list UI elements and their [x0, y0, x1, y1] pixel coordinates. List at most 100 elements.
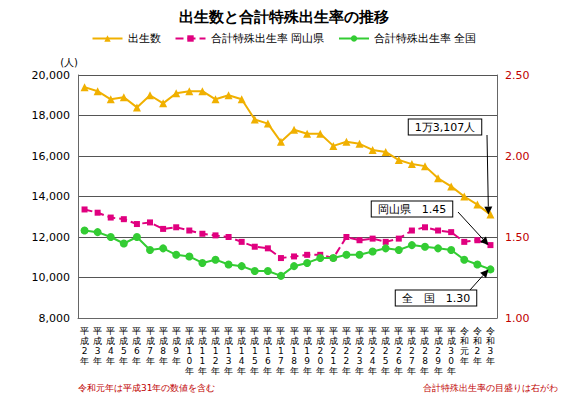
- svg-text:年: 年: [80, 356, 89, 366]
- svg-text:出生数と合計特殊出生率の推移: 出生数と合計特殊出生率の推移: [179, 8, 389, 26]
- svg-text:年: 年: [106, 356, 115, 366]
- svg-text:2: 2: [344, 346, 350, 356]
- svg-text:7: 7: [409, 356, 415, 366]
- svg-text:平: 平: [290, 326, 299, 336]
- svg-text:3: 3: [95, 346, 101, 356]
- svg-text:合計特殊出生率 岡山県: 合計特殊出生率 岡山県: [211, 32, 325, 45]
- svg-text:成: 成: [381, 336, 390, 346]
- svg-text:成: 成: [93, 336, 102, 346]
- svg-text:成: 成: [159, 336, 168, 346]
- svg-text:14,000: 14,000: [32, 190, 71, 203]
- svg-text:成: 成: [342, 336, 351, 346]
- svg-text:2: 2: [357, 346, 363, 356]
- svg-text:平: 平: [250, 326, 259, 336]
- svg-text:年: 年: [407, 366, 416, 376]
- svg-text:平: 平: [407, 326, 416, 336]
- svg-text:16,000: 16,000: [32, 150, 71, 163]
- svg-text:5: 5: [383, 356, 389, 366]
- svg-text:年: 年: [237, 366, 246, 376]
- svg-text:1: 1: [252, 346, 258, 356]
- svg-text:平: 平: [329, 326, 338, 336]
- svg-text:元: 元: [460, 346, 469, 356]
- svg-text:成: 成: [119, 336, 128, 346]
- svg-text:成: 成: [185, 336, 194, 346]
- svg-text:令: 令: [473, 326, 482, 336]
- svg-text:8: 8: [422, 356, 428, 366]
- svg-text:合計特殊出生率の目盛りは右がわ: 合計特殊出生率の目盛りは右がわ: [423, 383, 558, 393]
- svg-text:成: 成: [355, 336, 364, 346]
- svg-text:1: 1: [330, 356, 336, 366]
- svg-text:年: 年: [185, 366, 194, 376]
- svg-text:令: 令: [486, 326, 495, 336]
- svg-text:平: 平: [185, 326, 194, 336]
- svg-text:成: 成: [224, 336, 233, 346]
- svg-text:年: 年: [394, 366, 403, 376]
- svg-text:年: 年: [303, 366, 312, 376]
- svg-text:2: 2: [317, 346, 323, 356]
- svg-text:1万3,107人: 1万3,107人: [415, 121, 476, 134]
- svg-text:0: 0: [186, 356, 192, 366]
- svg-text:2: 2: [409, 346, 415, 356]
- svg-text:年: 年: [146, 356, 155, 366]
- svg-text:平: 平: [342, 326, 351, 336]
- svg-text:年: 年: [460, 356, 469, 366]
- svg-text:平: 平: [434, 326, 443, 336]
- svg-text:1.00: 1.00: [505, 312, 530, 325]
- svg-text:成: 成: [434, 336, 443, 346]
- svg-text:平: 平: [80, 326, 89, 336]
- svg-text:2.50: 2.50: [505, 69, 530, 82]
- svg-text:4: 4: [370, 356, 376, 366]
- svg-text:平: 平: [119, 326, 128, 336]
- svg-text:平: 平: [93, 326, 102, 336]
- svg-text:成: 成: [303, 336, 312, 346]
- svg-text:成: 成: [394, 336, 403, 346]
- svg-text:令: 令: [460, 326, 469, 336]
- svg-text:年: 年: [473, 356, 482, 366]
- svg-text:2: 2: [82, 346, 88, 356]
- svg-text:成: 成: [106, 336, 115, 346]
- svg-text:6: 6: [134, 346, 140, 356]
- svg-text:1: 1: [213, 346, 219, 356]
- svg-text:(人): (人): [60, 57, 78, 68]
- svg-text:成: 成: [447, 336, 456, 346]
- svg-text:成: 成: [146, 336, 155, 346]
- svg-text:5: 5: [252, 356, 258, 366]
- svg-text:年: 年: [355, 366, 364, 376]
- svg-text:平: 平: [420, 326, 429, 336]
- svg-text:成: 成: [172, 336, 181, 346]
- svg-text:1: 1: [304, 346, 310, 356]
- svg-text:年: 年: [172, 356, 181, 366]
- svg-text:平: 平: [263, 326, 272, 336]
- svg-text:1: 1: [226, 346, 232, 356]
- svg-text:7: 7: [147, 346, 153, 356]
- svg-text:岡山県 1.45: 岡山県 1.45: [378, 203, 447, 216]
- svg-text:成: 成: [290, 336, 299, 346]
- svg-text:年: 年: [447, 366, 456, 376]
- svg-text:8,000: 8,000: [39, 312, 71, 325]
- svg-text:和: 和: [473, 336, 482, 346]
- svg-text:2: 2: [344, 356, 350, 366]
- svg-text:20,000: 20,000: [32, 69, 71, 82]
- svg-text:平: 平: [106, 326, 115, 336]
- svg-text:平: 平: [146, 326, 155, 336]
- svg-text:成: 成: [263, 336, 272, 346]
- svg-text:9: 9: [173, 346, 179, 356]
- svg-text:0: 0: [448, 356, 454, 366]
- svg-text:平: 平: [172, 326, 181, 336]
- svg-text:成: 成: [211, 336, 220, 346]
- svg-text:成: 成: [407, 336, 416, 346]
- svg-text:平: 平: [447, 326, 456, 336]
- svg-text:2: 2: [370, 346, 376, 356]
- svg-text:2: 2: [435, 346, 441, 356]
- svg-text:年: 年: [486, 356, 495, 366]
- svg-text:2: 2: [474, 346, 480, 356]
- svg-text:2: 2: [213, 356, 219, 366]
- svg-text:6: 6: [396, 356, 402, 366]
- svg-text:年: 年: [250, 366, 259, 376]
- svg-text:10,000: 10,000: [32, 271, 71, 284]
- svg-text:成: 成: [132, 336, 141, 346]
- svg-text:1: 1: [186, 346, 192, 356]
- svg-text:平: 平: [276, 326, 285, 336]
- svg-text:和: 和: [460, 336, 469, 346]
- svg-text:6: 6: [265, 356, 271, 366]
